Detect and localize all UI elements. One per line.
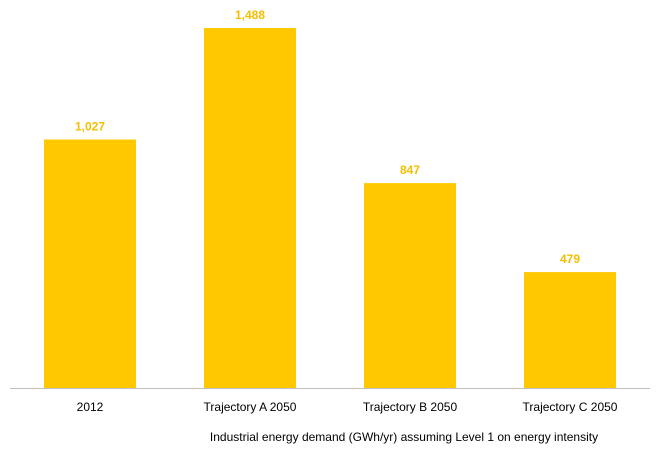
value-label-3: 847: [400, 163, 420, 177]
bar-3: [364, 183, 456, 388]
value-label-4: 479: [560, 252, 580, 266]
x-axis-caption: Industrial energy demand (GWh/yr) assumi…: [210, 430, 598, 444]
tick-labels-layer: 2012 Trajectory A 2050 Trajectory B 2050 Tr…: [77, 400, 618, 414]
x-tick-label-4: Trajectory C 2050: [523, 400, 618, 414]
x-tick-label-1: 2012: [77, 400, 104, 414]
bar-1: [44, 139, 136, 388]
value-labels-layer: 1,027 1,488 847 479: [75, 8, 580, 266]
bar-2: [204, 28, 296, 388]
bars-layer: [44, 28, 616, 388]
value-label-1: 1,027: [75, 120, 105, 134]
bar-4: [524, 272, 616, 388]
x-tick-label-2: Trajectory A 2050: [204, 400, 297, 414]
value-label-2: 1,488: [235, 8, 265, 22]
x-tick-label-3: Trajectory B 2050: [363, 400, 458, 414]
